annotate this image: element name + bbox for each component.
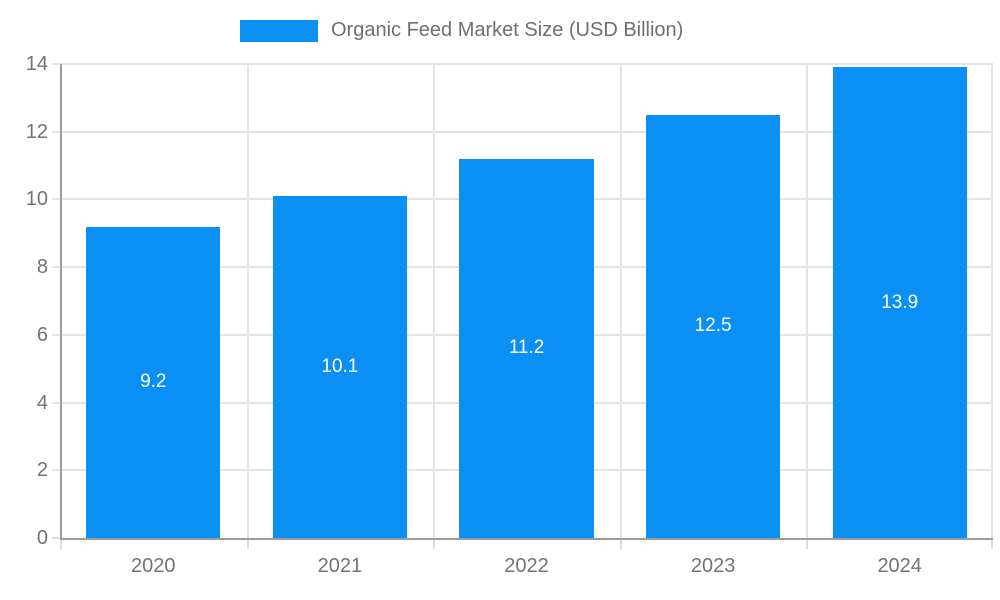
x-tick-mark: [620, 540, 622, 549]
v-gridline: [433, 64, 435, 538]
h-gridline: [52, 130, 993, 133]
x-tick-mark: [247, 540, 249, 549]
bar: [459, 158, 594, 538]
x-tick-label: 2021: [317, 555, 363, 577]
bar-value-label: 10.1: [321, 356, 359, 378]
y-tick-label: 6: [36, 323, 48, 346]
v-gridline: [620, 64, 622, 538]
y-tick-label: 8: [36, 256, 48, 279]
v-gridline: [247, 64, 249, 538]
bar: [645, 114, 781, 538]
bar: [272, 196, 408, 538]
y-tick-label: 2: [36, 459, 48, 482]
x-tick-mark: [433, 540, 435, 549]
v-gridline: [806, 64, 808, 538]
h-gridline: [52, 63, 993, 65]
plot-area: 0 2 4 6 8 10 12 14 9.2 2020 10.1 2021 11.2 2022 12.5 20…: [26, 53, 993, 577]
y-tick-label: 0: [36, 527, 48, 549]
bar-value-label: 11.2: [508, 337, 545, 359]
bar-value-label: 13.9: [881, 291, 919, 313]
y-tick-label: 4: [36, 391, 48, 414]
y-tick-label: 10: [25, 188, 48, 211]
v-gridline: [991, 64, 993, 538]
x-tick-mark: [60, 540, 62, 549]
x-tick-label: 2022: [504, 555, 549, 577]
legend-label: Organic Feed Market Size (USD Billion): [331, 19, 684, 41]
y-axis-line: [60, 64, 62, 540]
x-tick-mark: [806, 540, 808, 549]
bar: [832, 67, 967, 538]
x-tick-label: 2024: [877, 555, 922, 577]
y-tick-label: 12: [25, 120, 48, 143]
y-tick-label: 14: [25, 53, 48, 75]
x-axis-line: [60, 538, 993, 540]
x-tick-label: 2023: [690, 555, 736, 577]
x-tick-mark: [991, 540, 993, 549]
bar-value-label: 9.2: [140, 371, 167, 393]
bar: [86, 226, 221, 538]
x-tick-label: 2020: [131, 555, 176, 577]
y-tick-mark: [52, 537, 60, 539]
legend-item[interactable]: Organic Feed Market Size (USD Billion): [240, 19, 683, 42]
bar-value-label: 12.5: [694, 315, 732, 337]
legend-swatch: [240, 19, 318, 42]
